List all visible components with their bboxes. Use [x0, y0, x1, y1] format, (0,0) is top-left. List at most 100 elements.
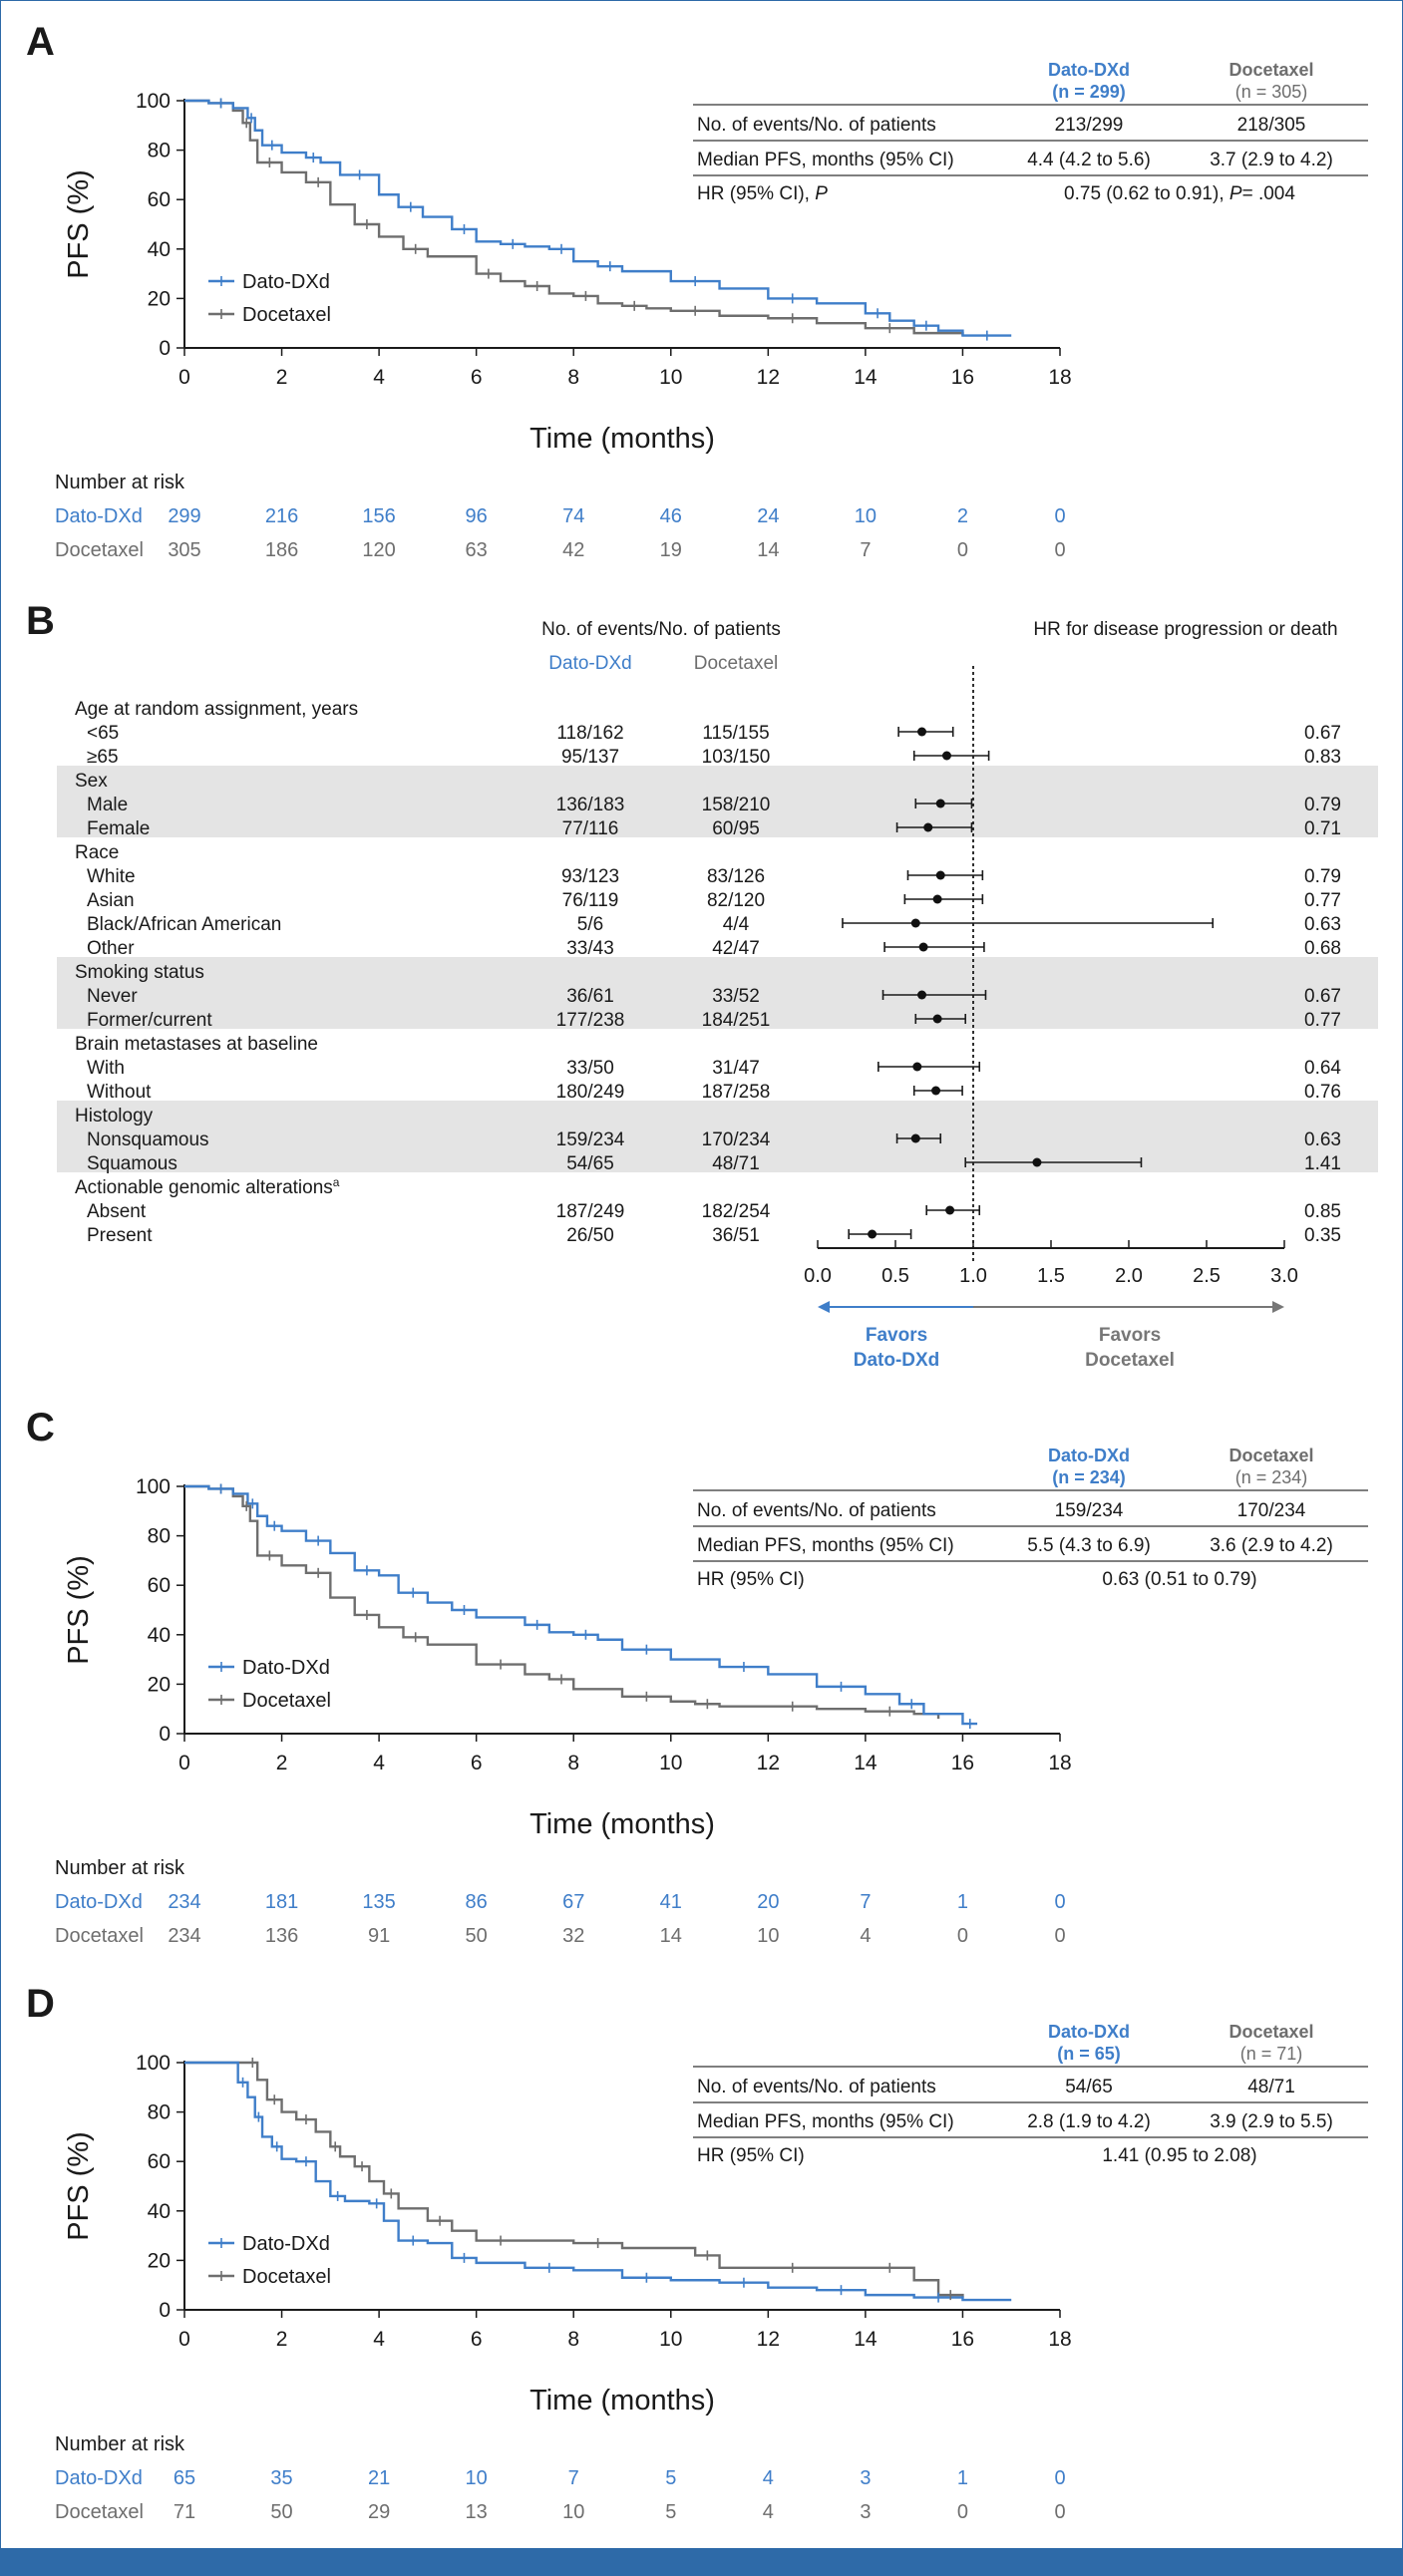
- risk-count-dato-dxd: 234: [168, 1891, 200, 1913]
- forest-events-docetaxel: 33/52: [712, 986, 760, 1007]
- risk-count-docetaxel: 14: [757, 539, 779, 561]
- forest-hr-value: 0.85: [1304, 1201, 1341, 1222]
- y-tick-label: 80: [148, 1525, 171, 1548]
- forest-panel-b: B No. of events/No. of patients HR for dis…: [26, 599, 1378, 1371]
- risk-count-dato-dxd: 20: [757, 1891, 779, 1913]
- series-line-docetaxel: [184, 99, 964, 336]
- risk-count-docetaxel: 0: [957, 539, 968, 561]
- forest-events-dato-dxd: 180/249: [556, 1082, 625, 1103]
- forest-events-dato-dxd: 136/183: [556, 795, 625, 815]
- forest-events-docetaxel: 42/47: [712, 938, 760, 959]
- risk-count-docetaxel: 19: [660, 539, 682, 561]
- forest-events-dato-dxd: 76/119: [562, 890, 619, 911]
- risk-count-dato-dxd: 135: [362, 1891, 395, 1913]
- risk-count-docetaxel: 13: [466, 2501, 488, 2523]
- table-hr-value-part: 1.41 (0.95 to 2.08): [1102, 2145, 1256, 2166]
- forest-point: [918, 942, 928, 952]
- x-tick-label: 6: [471, 366, 483, 389]
- x-tick-label: 12: [757, 2328, 780, 2351]
- forest-events-docetaxel: 4/4: [723, 914, 750, 935]
- table-hr-value: 0.63 (0.51 to 0.79): [1102, 1569, 1256, 1590]
- panel-letter: A: [26, 20, 55, 64]
- forest-hr-value: 1.41: [1304, 1153, 1341, 1174]
- forest-x-tick-label: 0.0: [804, 1265, 832, 1287]
- forest-hr-value: 0.83: [1304, 747, 1341, 768]
- y-tick-label: 0: [159, 2299, 171, 2322]
- x-tick-label: 12: [757, 366, 780, 389]
- forest-favors-right-arm: Docetaxel: [1085, 1350, 1175, 1371]
- risk-count-docetaxel: 0: [957, 1925, 968, 1947]
- forest-events-docetaxel: 31/47: [712, 1058, 760, 1079]
- forest-subgroup-label: Without: [87, 1082, 152, 1103]
- forest-subgroup-label: Asian: [87, 890, 135, 911]
- forest-x-tick-label: 1.5: [1037, 1265, 1065, 1287]
- forest-events-docetaxel: 83/126: [707, 866, 765, 887]
- risk-count-docetaxel: 14: [660, 1925, 682, 1947]
- series-line-docetaxel: [184, 2061, 964, 2298]
- forest-events-docetaxel: 36/51: [712, 1225, 760, 1246]
- risk-count-dato-dxd: 181: [265, 1891, 298, 1913]
- forest-hr-value: 0.64: [1304, 1058, 1341, 1079]
- risk-count-docetaxel: 0: [1054, 2501, 1065, 2523]
- forest-point: [868, 1229, 877, 1239]
- forest-subgroup-label: <65: [87, 723, 119, 744]
- table-events-docetaxel: 218/305: [1237, 115, 1306, 136]
- forest-point: [910, 918, 920, 928]
- legend-label-docetaxel: Docetaxel: [242, 2266, 331, 2288]
- forest-point: [923, 822, 933, 832]
- x-tick-label: 10: [659, 1752, 682, 1774]
- x-tick-label: 8: [567, 366, 579, 389]
- forest-subgroup-label: Squamous: [87, 1153, 177, 1174]
- y-tick-label: 0: [159, 1723, 171, 1746]
- risk-count-dato-dxd: 67: [562, 1891, 584, 1913]
- table-head-docetaxel: Docetaxel: [1228, 1446, 1313, 1465]
- y-axis-label: PFS (%): [63, 1555, 95, 1665]
- legend-label-dato-dxd: Dato-DXd: [242, 2233, 330, 2255]
- forest-events-docetaxel: 60/95: [712, 818, 760, 839]
- x-tick-label: 0: [178, 366, 190, 389]
- table-median-docetaxel: 3.6 (2.9 to 4.2): [1210, 1535, 1333, 1556]
- forest-events-docetaxel: 48/71: [712, 1153, 760, 1174]
- forest-group-label: Brain metastases at baseline: [75, 1034, 318, 1055]
- table-label-events: No. of events/No. of patients: [697, 2077, 936, 2097]
- forest-point: [932, 894, 942, 904]
- x-axis-label: Time (months): [529, 2385, 715, 2416]
- forest-favors-arrowhead-left: [818, 1301, 830, 1313]
- x-tick-label: 8: [567, 2328, 579, 2351]
- risk-count-dato-dxd: 1: [957, 1891, 968, 1913]
- risk-count-dato-dxd: 5: [665, 2467, 676, 2489]
- table-label-median: Median PFS, months (95% CI): [697, 1535, 954, 1556]
- risk-label-docetaxel: Docetaxel: [55, 539, 144, 561]
- y-tick-label: 60: [148, 188, 171, 211]
- forest-events-dato-dxd: 159/234: [556, 1129, 625, 1150]
- x-tick-label: 16: [951, 2328, 974, 2351]
- table-median-docetaxel: 3.7 (2.9 to 4.2): [1210, 150, 1333, 170]
- risk-count-dato-dxd: 46: [660, 505, 682, 527]
- risk-count-dato-dxd: 24: [757, 505, 779, 527]
- risk-count-docetaxel: 10: [562, 2501, 584, 2523]
- risk-label-dato-dxd: Dato-DXd: [55, 505, 143, 527]
- y-tick-label: 0: [159, 337, 171, 360]
- panel-letter: B: [26, 599, 55, 643]
- risk-label-docetaxel: Docetaxel: [55, 2501, 144, 2523]
- table-head-docetaxel-n: (n = 234): [1235, 1467, 1308, 1487]
- table-label-median: Median PFS, months (95% CI): [697, 2111, 954, 2132]
- x-tick-label: 4: [373, 1752, 385, 1774]
- forest-subgroup-label: Female: [87, 818, 150, 839]
- forest-events-dato-dxd: 36/61: [566, 986, 614, 1007]
- risk-count-docetaxel: 42: [562, 539, 584, 561]
- risk-count-dato-dxd: 35: [270, 2467, 292, 2489]
- forest-subgroup-label: With: [87, 1058, 125, 1079]
- table-hr-value-part: = .004: [1242, 183, 1296, 204]
- forest-events-dato-dxd: 33/50: [566, 1058, 614, 1079]
- forest-events-dato-dxd: 118/162: [556, 723, 623, 744]
- table-head-dato-dxd-n: (n = 234): [1052, 1467, 1126, 1487]
- risk-count-docetaxel: 0: [1054, 539, 1065, 561]
- risk-count-docetaxel: 186: [265, 539, 298, 561]
- forest-footnote-mark: a: [333, 1175, 340, 1189]
- y-tick-label: 20: [148, 1673, 171, 1696]
- forest-group-label: Smoking status: [75, 962, 204, 983]
- table-head-dato-dxd-n: (n = 299): [1052, 82, 1126, 102]
